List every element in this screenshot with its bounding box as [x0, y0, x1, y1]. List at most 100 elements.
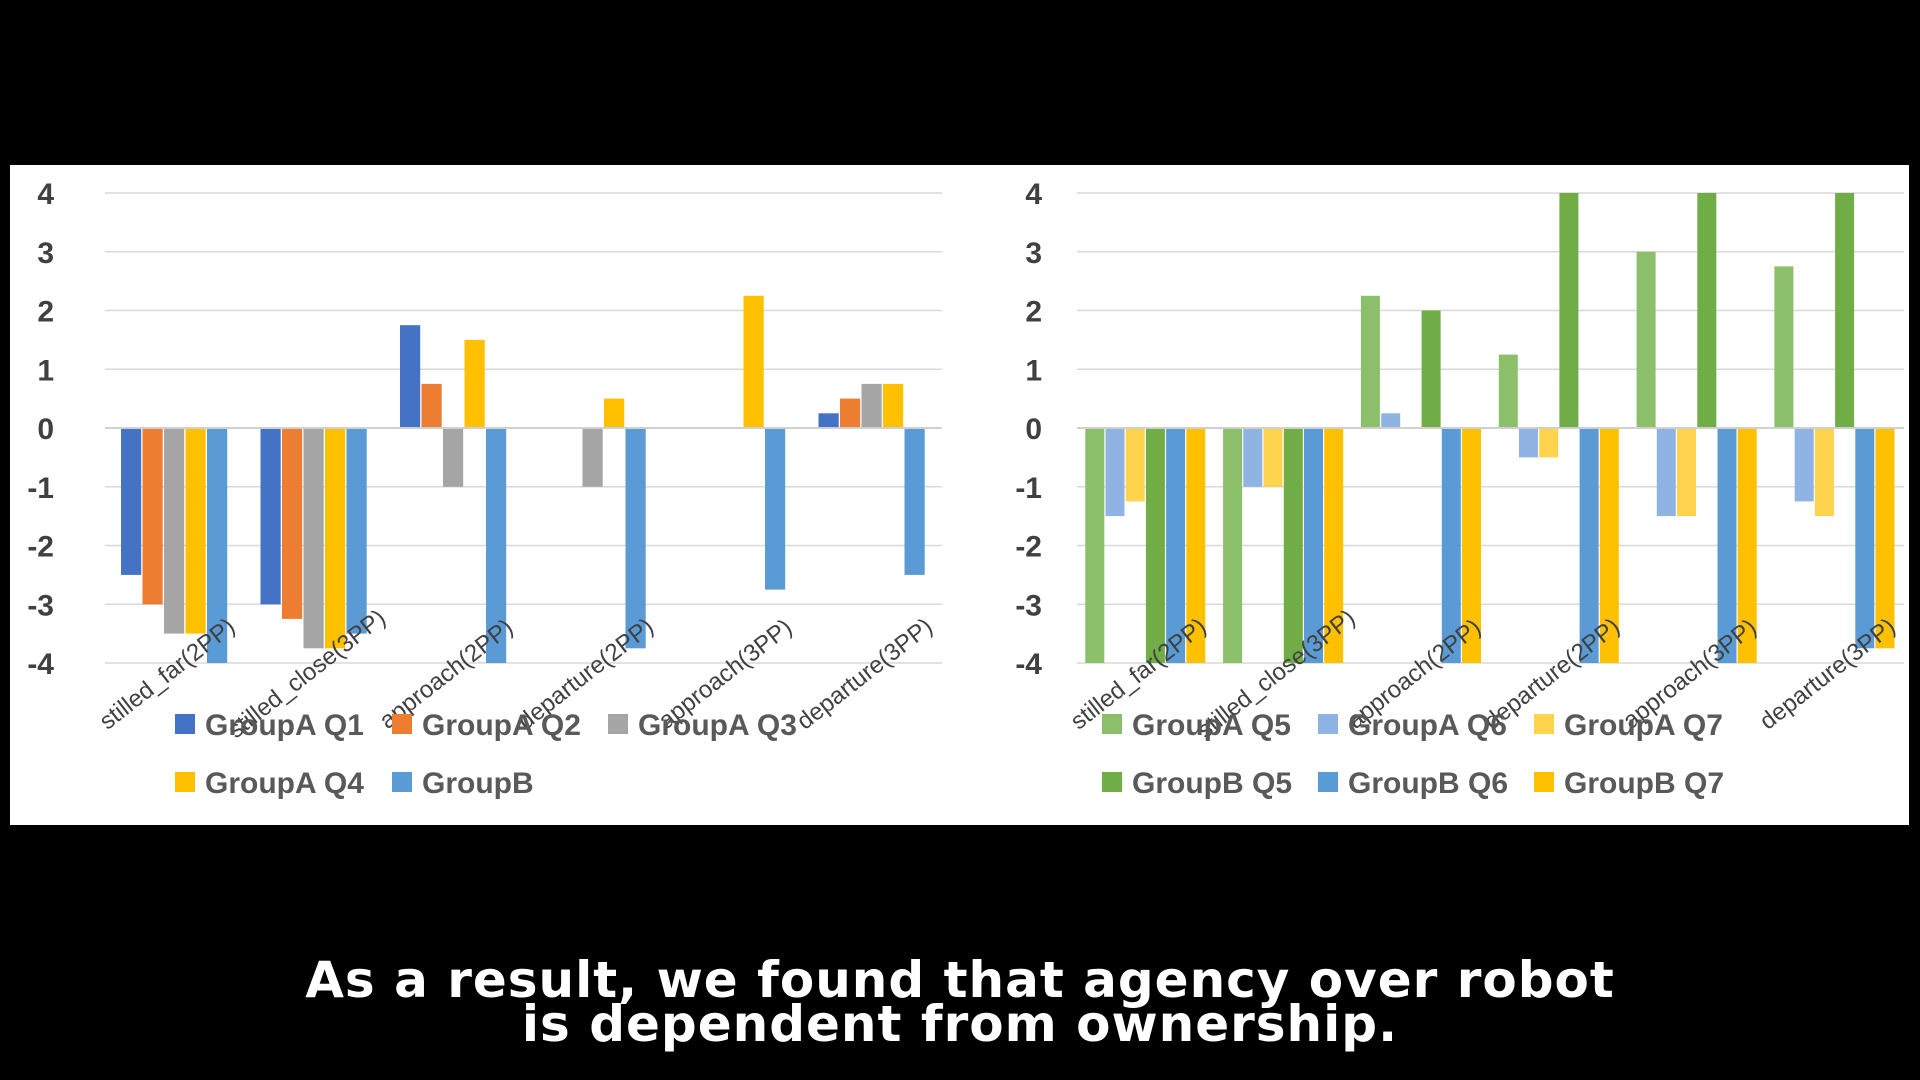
bar-groupa-q6: [1105, 428, 1125, 517]
bar-groupa-q7: [1539, 428, 1559, 458]
y-tick-label: 3: [1025, 237, 1042, 270]
bar-groupb-q5: [1697, 193, 1717, 428]
bar-groupa-q1: [121, 428, 142, 575]
bar-groupb: [765, 428, 786, 590]
legend-swatch: [392, 772, 412, 792]
y-tick-label: -4: [1015, 648, 1042, 681]
legend-label: GroupA Q2: [422, 709, 581, 742]
bar-groupb: [625, 428, 646, 649]
chart-panel: 4 3 2 1 0 -1 -2 -3 -4 stilled_far(2PP) stilled_clo…: [10, 165, 1909, 825]
bar-groupb-q5: [1421, 310, 1441, 428]
legend-label: GroupB Q6: [1348, 767, 1508, 800]
caption-subtitle: As a result, we found that agency over r…: [0, 951, 1920, 1053]
legend-swatch: [1318, 714, 1338, 734]
bar-groupb-q6: [1166, 428, 1186, 663]
bar-groupa-q4: [604, 398, 625, 428]
bar-groupa-q4: [325, 428, 346, 649]
bar-groupa-q3: [303, 428, 324, 649]
bar-groupb-q5: [1559, 193, 1579, 428]
y-tick-label: 1: [1025, 354, 1042, 387]
bar-groupa-q5: [1636, 251, 1656, 429]
legend-swatch: [1102, 772, 1122, 792]
bar-groupa-q6: [1794, 428, 1814, 502]
legend-swatch: [392, 714, 412, 734]
legend-swatch: [175, 772, 195, 792]
bar-groupb-q5: [1145, 428, 1165, 663]
legend-label: GroupB Q5: [1132, 767, 1292, 800]
bar-groupb-q5: [1283, 428, 1303, 663]
bar-groupa-q2: [840, 398, 861, 428]
bar-groupa-q6: [1519, 428, 1538, 458]
legend-label: GroupA Q7: [1564, 709, 1723, 742]
bar-groupb: [486, 428, 507, 663]
legend-label: GroupA Q6: [1348, 709, 1507, 742]
y-tick-label: 2: [37, 296, 54, 329]
bar-groupb-q6: [1304, 428, 1323, 663]
y-tick-label: 4: [37, 178, 54, 211]
bar-groupa-q1: [818, 413, 839, 428]
legend-label: GroupB: [422, 767, 534, 800]
caption-line-2: is dependent from ownership.: [521, 995, 1399, 1053]
bar-groupa-q1: [400, 325, 421, 428]
bar-groupa-q2: [282, 428, 303, 619]
legend-label: GroupA Q1: [205, 709, 364, 742]
bar-groupb-q7: [1324, 428, 1344, 663]
bar-groupa-q4: [883, 383, 904, 428]
bar-groupa-q4: [185, 428, 206, 634]
bar-groupa-q5: [1360, 295, 1380, 428]
legend-label: GroupA Q3: [638, 709, 797, 742]
y-tick-label: -2: [1015, 531, 1042, 564]
bar-groupb: [207, 428, 228, 663]
bar-groupa-q7: [1263, 428, 1283, 487]
y-tick-label: -3: [27, 589, 54, 622]
y-tick-label: 4: [1025, 178, 1042, 211]
legend-label: GroupA Q4: [205, 767, 364, 800]
y-tick-label: 0: [1025, 413, 1042, 446]
bar-groupb: [346, 428, 367, 634]
bar-groupa-q3: [582, 428, 603, 487]
bar-groupa-q5: [1085, 428, 1105, 663]
legend-label: GroupA Q5: [1132, 709, 1291, 742]
bar-groupa-q6: [1656, 428, 1676, 517]
y-tick-label: -1: [27, 472, 54, 505]
caption-line-1: As a result, we found that agency over r…: [305, 951, 1615, 1009]
bar-groupa-q3: [861, 383, 882, 428]
bar-groupa-q7: [1814, 428, 1834, 517]
bar-groupb-q6: [1855, 428, 1875, 649]
bar-groupa-q5: [1498, 354, 1518, 428]
legend-swatch: [1534, 714, 1554, 734]
bar-groupb-q7: [1875, 428, 1895, 649]
legend-swatch: [1534, 772, 1554, 792]
bar-groupb-q7: [1737, 428, 1757, 663]
legend-swatch: [175, 714, 195, 734]
bar-groupa-q6: [1243, 428, 1263, 487]
bar-groupb-q6: [1441, 428, 1461, 663]
y-tick-label: 3: [37, 237, 54, 270]
bar-groupb-q6: [1717, 428, 1737, 663]
bar-groupa-q7: [1125, 428, 1145, 502]
bar-groupa-q5: [1774, 266, 1794, 428]
bar-groupa-q6: [1381, 413, 1401, 428]
legend-swatch: [1318, 772, 1338, 792]
bar-groupb-q7: [1462, 428, 1481, 663]
bar-groupa-q4: [743, 295, 764, 428]
bar-groupb-q5: [1835, 193, 1855, 428]
bar-groupa-q1: [260, 428, 281, 605]
y-tick-label: -3: [1015, 589, 1042, 622]
y-tick-label: 2: [1025, 296, 1042, 329]
bar-groupa-q7: [1677, 428, 1696, 517]
category-label: departure(3PP): [792, 613, 938, 735]
legend-label: GroupB Q7: [1564, 767, 1724, 800]
bar-groupb-q7: [1599, 428, 1619, 663]
bar-groupa-q5: [1223, 428, 1243, 663]
y-tick-label: -4: [27, 648, 54, 681]
bar-groupa-q2: [142, 428, 163, 605]
bar-groupa-q3: [164, 428, 185, 634]
bar-groupb-q7: [1186, 428, 1206, 663]
y-tick-label: -1: [1015, 472, 1042, 505]
bar-groupa-q4: [464, 339, 485, 428]
bar-groupa-q3: [443, 428, 464, 487]
legend-swatch: [608, 714, 628, 734]
